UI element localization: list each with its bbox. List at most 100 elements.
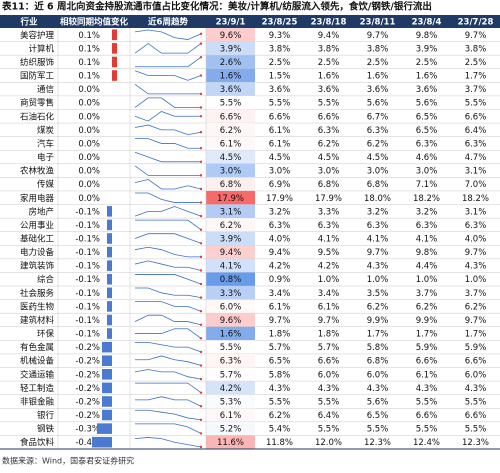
value-cell: 5.5% <box>465 397 487 407</box>
value-cell: 3.6% <box>220 85 242 95</box>
change-cell: 0.1% <box>78 31 100 41</box>
value-cell: 3.0% <box>367 167 389 177</box>
trend-line <box>135 56 202 68</box>
heat-cell <box>206 68 255 83</box>
industry-cell: 石油石化 <box>20 111 55 122</box>
heat-cell <box>206 313 255 327</box>
value-cell: 6.3% <box>416 139 438 149</box>
value-cell: 9.7% <box>367 248 389 258</box>
header-cell: 23/8/25 <box>262 18 298 28</box>
change-bar <box>107 219 112 231</box>
trend-line <box>134 97 201 108</box>
value-cell: 4.2% <box>269 262 291 272</box>
heat-cell <box>206 258 255 273</box>
value-cell: 1.0% <box>465 275 487 285</box>
value-cell: 6.2% <box>220 221 242 231</box>
value-cell: 9.9% <box>367 316 389 326</box>
change-cell: 0.1% <box>78 72 100 82</box>
value-cell: 4.3% <box>465 384 487 394</box>
value-cell: 4.5% <box>318 153 340 163</box>
heat-cell <box>206 163 255 178</box>
industry-cell: 汽车 <box>37 138 54 149</box>
trend-line <box>135 138 201 149</box>
value-cell: 1.6% <box>220 330 242 340</box>
industry-cell: 机械设备 <box>20 356 55 367</box>
heat-cell <box>206 95 255 110</box>
change-bar <box>92 436 112 448</box>
value-cell: 9.4% <box>269 248 291 258</box>
trend-last-point <box>199 255 203 259</box>
value-cell: 5.9% <box>416 343 438 353</box>
value-cell: 6.1% <box>269 126 291 136</box>
trend-last-point <box>199 269 203 272</box>
value-cell: 6.6% <box>318 112 340 122</box>
value-cell: 4.3% <box>318 384 340 394</box>
value-cell: 6.2% <box>220 126 242 136</box>
trend-last-point <box>199 364 203 367</box>
change-cell: 0.0% <box>78 167 100 177</box>
value-cell: 5.7% <box>269 343 291 353</box>
trend-last-point <box>199 323 203 326</box>
change-cell: -0.2% <box>75 370 100 380</box>
header-cell: 23/8/11 <box>360 18 396 28</box>
value-cell: 6.3% <box>220 357 242 367</box>
value-cell: 3.7% <box>416 289 438 299</box>
value-cell: 6.2% <box>269 411 291 421</box>
value-cell: 1.6% <box>318 72 340 82</box>
value-cell: 6.3% <box>465 139 487 149</box>
value-cell: 6.1% <box>220 139 242 149</box>
value-cell: 1.6% <box>367 72 389 82</box>
heat-cell <box>206 190 255 205</box>
industry-cell: 美容护理 <box>20 30 55 41</box>
value-cell: 6.2% <box>465 302 487 312</box>
industry-cell: 有色金属 <box>20 342 54 353</box>
value-cell: 9.4% <box>220 248 242 258</box>
value-cell: 3.8% <box>367 44 389 54</box>
trend-last-point <box>199 418 203 422</box>
change-cell: -0.2% <box>75 384 100 394</box>
value-cell: 6.2% <box>367 139 389 149</box>
value-cell: 6.4% <box>318 411 340 421</box>
value-cell: 6.8% <box>367 180 389 190</box>
value-cell: 9.4% <box>318 31 340 41</box>
value-cell: 12.3% <box>364 438 391 448</box>
heat-cell <box>206 41 255 56</box>
value-cell: 7.0% <box>465 180 487 190</box>
change-cell: 0.0% <box>78 139 100 149</box>
heat-cell <box>206 367 255 382</box>
change-bar <box>107 328 112 339</box>
value-cell: 3.0% <box>269 167 291 177</box>
value-cell: 6.1% <box>416 370 438 380</box>
industry-cell: 轻工制造 <box>20 383 55 394</box>
value-cell: 11.6% <box>217 438 244 448</box>
value-cell: 6.6% <box>269 112 291 122</box>
value-cell: 2.6% <box>220 58 242 68</box>
value-cell: 3.0% <box>318 167 340 177</box>
value-cell: 3.3% <box>220 289 242 299</box>
trend-line <box>135 301 202 312</box>
value-cell: 2.5% <box>269 58 291 68</box>
trend-last-point <box>199 106 203 109</box>
value-cell: 5.7% <box>220 370 242 380</box>
value-cell: 6.2% <box>318 139 340 149</box>
value-cell: 6.1% <box>318 302 340 312</box>
change-cell: 0.0% <box>78 194 100 204</box>
value-cell: 4.1% <box>367 235 389 245</box>
trend-last-point <box>199 55 203 59</box>
value-cell: 3.2% <box>416 207 438 217</box>
change-bar <box>112 56 117 68</box>
heat-cell <box>206 340 255 354</box>
value-cell: 6.8% <box>318 180 340 190</box>
value-cell: 4.6% <box>416 153 438 163</box>
trend-last-point <box>199 32 203 36</box>
value-cell: 1.0% <box>318 275 340 285</box>
value-cell: 3.6% <box>269 85 291 95</box>
value-cell: 6.0% <box>465 370 487 380</box>
value-cell: 1.8% <box>269 330 291 340</box>
value-cell: 1.7% <box>465 72 487 82</box>
value-cell: 2.5% <box>318 58 340 68</box>
change-cell: -0.2% <box>75 343 100 353</box>
change-bar <box>107 287 112 299</box>
value-cell: 5.5% <box>416 397 438 407</box>
change-cell: -0.1% <box>75 221 100 231</box>
